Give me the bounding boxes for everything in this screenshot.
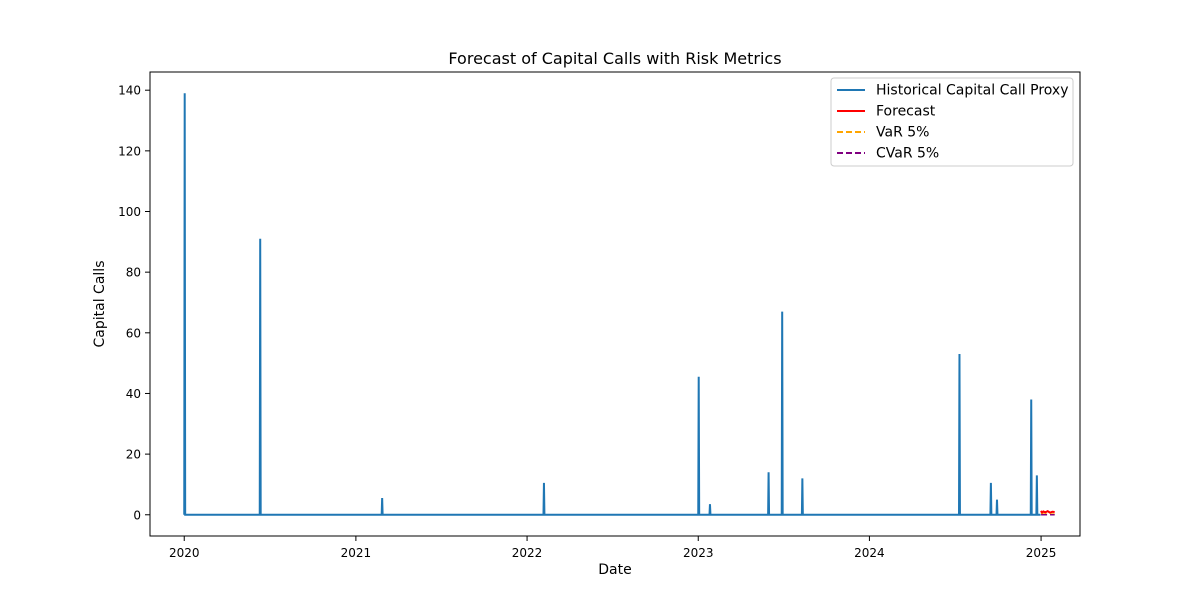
x-axis-label: Date <box>598 562 631 578</box>
y-tick-label: 0 <box>133 508 141 522</box>
x-tick-label: 2024 <box>854 546 885 560</box>
legend-label-4: CVaR 5% <box>876 146 939 162</box>
y-tick-label: 20 <box>126 448 141 462</box>
y-tick-label: 100 <box>118 205 141 219</box>
x-tick-label: 2025 <box>1026 546 1057 560</box>
x-tick-label: 2021 <box>341 546 372 560</box>
y-tick-label: 60 <box>126 326 141 340</box>
chart-title: Forecast of Capital Calls with Risk Metr… <box>448 49 781 68</box>
legend-label-1: Historical Capital Call Proxy <box>876 83 1069 99</box>
y-tick-label: 80 <box>126 266 141 280</box>
axes-frame <box>149 71 1081 537</box>
legend-label-3: VaR 5% <box>876 125 929 141</box>
series-layer <box>183 93 1055 516</box>
plot-area <box>149 71 1081 537</box>
y-tick-label: 120 <box>118 144 141 158</box>
legend: Historical Capital Call Proxy Forecast VaR… <box>830 77 1074 167</box>
x-tick-label: 2022 <box>512 546 543 560</box>
y-tick-label: 40 <box>126 387 141 401</box>
series-line-1 <box>183 93 1041 516</box>
y-tick-label: 140 <box>118 84 141 98</box>
y-axis: 0 20 40 60 80 100 120 140 <box>118 84 150 522</box>
legend-box <box>830 77 1074 167</box>
x-tick-label: 2020 <box>169 546 200 560</box>
x-tick-label: 2023 <box>683 546 714 560</box>
y-axis-label: Capital Calls <box>92 261 108 348</box>
series-line-2 <box>1040 509 1055 515</box>
x-axis: 2020 2021 2022 2023 2024 2025 <box>169 536 1056 560</box>
legend-label-2: Forecast <box>876 104 936 120</box>
